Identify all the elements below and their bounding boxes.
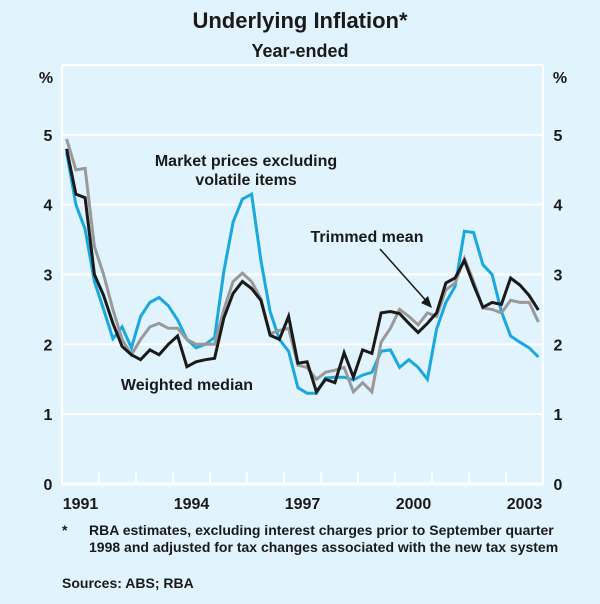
chart-title: Underlying Inflation*: [192, 8, 408, 33]
y-tick-label-right: 0: [554, 477, 563, 494]
y-tick-label-left: 2: [44, 337, 53, 354]
x-tick-label: 2003: [507, 496, 543, 513]
y-tick-label-left: 4: [44, 198, 53, 215]
y-unit-left: %: [39, 70, 53, 87]
y-tick-label-right: 4: [554, 198, 563, 215]
series-lines: [65, 138, 540, 396]
y-tick-label-right: 1: [554, 407, 563, 424]
footnote-marker: *: [62, 522, 68, 538]
y-tick-label-left: 0: [44, 477, 53, 494]
x-tick-label: 2000: [396, 496, 432, 513]
sources-note: Sources: ABS; RBA: [62, 575, 194, 591]
x-axis: 1991 1994 1997 2000 2003: [63, 472, 543, 513]
x-tick-label: 1997: [285, 496, 321, 513]
chart-subtitle: Year-ended: [251, 41, 349, 61]
y-tick-label-left: 5: [44, 128, 53, 145]
series-label: volatile items: [195, 172, 296, 189]
y-tick-label-right: 3: [554, 268, 563, 285]
y-unit-right: %: [553, 70, 567, 87]
annotation-arrow-line: [379, 248, 430, 305]
y-tick-label-left: 1: [44, 407, 53, 424]
annotations: [379, 248, 432, 308]
x-tick-label: 1994: [174, 496, 210, 513]
annotation-arrow-head: [421, 296, 432, 308]
series-label: Weighted median: [121, 377, 253, 394]
y-tick-label-right: 2: [554, 337, 563, 354]
y-axis-left: 0 1 2 3 4 5%: [39, 70, 53, 494]
series-labels: Market prices excluding volatile items Tri…: [121, 153, 424, 394]
x-tick-label: 1991: [63, 496, 99, 513]
y-tick-label-right: 5: [554, 128, 563, 145]
series-label: Market prices excluding: [155, 153, 337, 170]
footnote-text: RBA estimates, excluding interest charge…: [89, 522, 559, 555]
gridlines: [62, 64, 543, 416]
y-axis-right: 0 1 2 3 4 5%: [553, 70, 567, 494]
series-line-market-prices-excluding-volatile-items: [65, 152, 540, 395]
footnote: * RBA estimates, excluding interest char…: [62, 522, 562, 556]
series-label: Trimmed mean: [311, 229, 424, 246]
series-line-weighted-median: [65, 148, 540, 396]
y-tick-label-left: 3: [44, 268, 53, 285]
plot-frame: [61, 65, 544, 486]
